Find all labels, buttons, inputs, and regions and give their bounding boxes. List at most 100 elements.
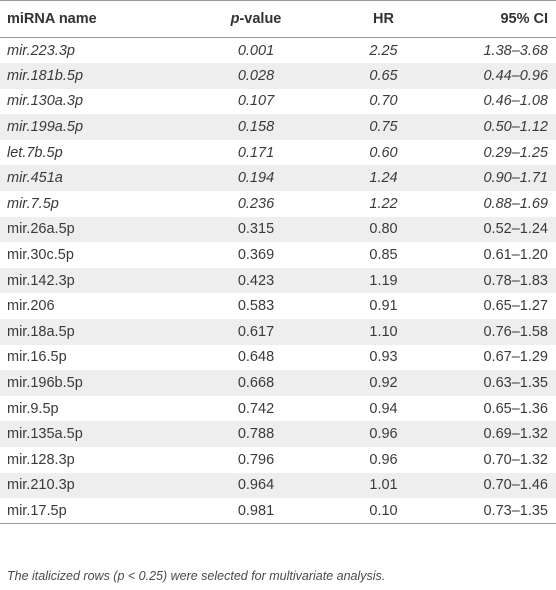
table-row: mir.16.5p 0.648 0.93 0.67–1.29	[0, 345, 556, 371]
table-body: mir.223.3p 0.001 2.25 1.38–3.68 mir.181b.5p 0…	[0, 38, 556, 525]
table-row: mir.199a.5p 0.158 0.75 0.50–1.12	[0, 114, 556, 140]
cell-mirna-name: mir.223.3p	[7, 42, 75, 59]
cell-ci: 0.65–1.36	[483, 400, 548, 417]
cell-p-value: 0.171	[237, 144, 275, 161]
cell-hr: 1.10	[320, 319, 425, 345]
cell-ci: 0.70–1.32	[483, 451, 548, 468]
header-p-value-rest: -value	[239, 11, 282, 27]
cell-p-value: 0.981	[180, 498, 320, 525]
cell-p-value: 0.028	[180, 63, 320, 89]
header-row: miRNA name p-value HR 95% CI	[0, 0, 556, 38]
cell-ci: 0.44–0.96	[425, 63, 556, 89]
cell-hr: 0.96	[320, 421, 425, 447]
cell-hr: 2.25	[369, 42, 398, 59]
cell-ci: 0.88–1.69	[483, 195, 548, 212]
header-p-value-italic: p	[230, 11, 240, 27]
cell-mirna-name: mir.181b.5p	[0, 63, 180, 89]
cell-mirna-name: mir.16.5p	[7, 349, 67, 366]
cell-mirna-name: let.7b.5p	[7, 144, 63, 161]
cell-hr: 0.93	[369, 349, 398, 366]
cell-mirna-name: mir.142.3p	[0, 267, 180, 294]
cell-p-value: 0.583	[237, 298, 275, 315]
cell-p-value: 0.194	[180, 165, 320, 192]
cell-ci: 0.70–1.46	[425, 472, 556, 499]
cell-hr: 0.91	[369, 298, 398, 315]
cell-ci: 0.69–1.32	[425, 421, 556, 447]
table-row: mir.30c.5p 0.369 0.85 0.61–1.20	[0, 242, 556, 268]
cell-hr: 1.22	[369, 195, 398, 212]
cell-hr: 0.85	[369, 247, 398, 264]
cell-mirna-name: mir.9.5p	[7, 400, 59, 417]
cell-hr: 1.19	[320, 267, 425, 294]
cell-hr: 0.80	[320, 216, 425, 243]
cell-ci: 0.65–1.27	[483, 298, 548, 315]
cell-p-value: 0.648	[237, 349, 275, 366]
cell-ci: 0.63–1.35	[425, 370, 556, 396]
cell-p-value: 0.668	[180, 370, 320, 396]
cell-p-value: 0.796	[237, 451, 275, 468]
cell-p-value: 0.423	[180, 267, 320, 294]
table-row: let.7b.5p 0.171 0.60 0.29–1.25	[0, 140, 556, 166]
cell-hr: 0.96	[369, 451, 398, 468]
cell-hr: 0.70	[369, 93, 398, 110]
table-row: mir.135a.5p 0.788 0.96 0.69–1.32	[0, 421, 556, 447]
cell-mirna-name: mir.199a.5p	[0, 114, 180, 140]
table-row: mir.210.3p 0.964 1.01 0.70–1.46	[0, 472, 556, 499]
table-row: mir.9.5p 0.742 0.94 0.65–1.36	[0, 396, 556, 422]
cell-ci: 0.73–1.35	[425, 498, 556, 525]
cell-p-value: 0.742	[237, 400, 275, 417]
cell-p-value: 0.788	[180, 421, 320, 447]
cell-ci: 1.38–3.68	[483, 42, 548, 59]
cell-p-value: 0.617	[180, 319, 320, 345]
cell-ci: 0.29–1.25	[483, 144, 548, 161]
cell-p-value: 0.964	[180, 472, 320, 499]
cell-ci: 0.46–1.08	[483, 93, 548, 110]
cell-mirna-name: mir.26a.5p	[0, 216, 180, 243]
table-row: mir.181b.5p 0.028 0.65 0.44–0.96	[0, 63, 556, 89]
cell-hr: 0.75	[320, 114, 425, 140]
header-mirna-name: miRNA name	[0, 0, 180, 38]
cell-p-value: 0.158	[180, 114, 320, 140]
cell-p-value: 0.369	[237, 247, 275, 264]
cell-hr: 0.10	[320, 498, 425, 525]
cell-ci: 0.52–1.24	[425, 216, 556, 243]
cell-mirna-name: mir.7.5p	[7, 195, 59, 212]
cell-p-value: 0.315	[180, 216, 320, 243]
cell-hr: 0.92	[320, 370, 425, 396]
cell-mirna-name: mir.206	[7, 298, 55, 315]
cell-p-value: 0.236	[237, 195, 275, 212]
cell-mirna-name: mir.17.5p	[0, 498, 180, 525]
cell-ci: 0.76–1.58	[425, 319, 556, 345]
cell-mirna-name: mir.128.3p	[7, 451, 75, 468]
table-row: mir.26a.5p 0.315 0.80 0.52–1.24	[0, 216, 556, 243]
header-ci: 95% CI	[425, 0, 556, 38]
table-footnote: The italicized rows (p < 0.25) were sele…	[7, 569, 386, 583]
cell-ci: 0.61–1.20	[483, 247, 548, 264]
table-row: mir.223.3p 0.001 2.25 1.38–3.68	[0, 38, 556, 64]
cell-mirna-name: mir.196b.5p	[0, 370, 180, 396]
cell-hr: 0.60	[369, 144, 398, 161]
cell-ci: 0.50–1.12	[425, 114, 556, 140]
table-row: mir.451a 0.194 1.24 0.90–1.71	[0, 165, 556, 192]
header-hr: HR	[320, 0, 425, 38]
table-row: mir.7.5p 0.236 1.22 0.88–1.69	[0, 191, 556, 217]
cell-mirna-name: mir.18a.5p	[0, 319, 180, 345]
table-row: mir.142.3p 0.423 1.19 0.78–1.83	[0, 267, 556, 294]
cell-ci: 0.67–1.29	[483, 349, 548, 366]
table-row: mir.130a.3p 0.107 0.70 0.46–1.08	[0, 89, 556, 115]
cell-p-value: 0.107	[237, 93, 275, 110]
mirna-hazard-table: miRNA name p-value HR 95% CI mir.223.3p 0…	[0, 0, 556, 525]
table-row: mir.128.3p 0.796 0.96 0.70–1.32	[0, 447, 556, 473]
cell-mirna-name: mir.30c.5p	[7, 247, 74, 264]
cell-ci: 0.78–1.83	[425, 267, 556, 294]
cell-mirna-name: mir.135a.5p	[0, 421, 180, 447]
cell-hr: 1.24	[320, 165, 425, 192]
header-p-value: p-value	[180, 0, 320, 38]
cell-mirna-name: mir.210.3p	[0, 472, 180, 499]
table-row: mir.18a.5p 0.617 1.10 0.76–1.58	[0, 319, 556, 345]
cell-mirna-name: mir.130a.3p	[7, 93, 84, 110]
cell-hr: 0.94	[369, 400, 398, 417]
cell-p-value: 0.001	[237, 42, 275, 59]
cell-hr: 1.01	[320, 472, 425, 499]
cell-ci: 0.90–1.71	[425, 165, 556, 192]
